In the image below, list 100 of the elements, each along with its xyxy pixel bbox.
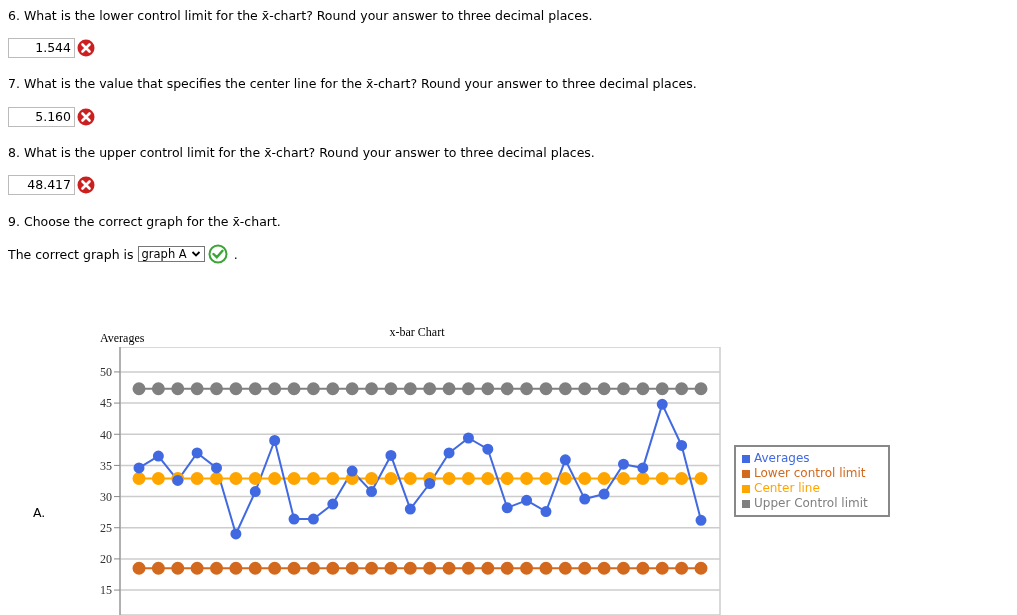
point <box>695 514 707 526</box>
point <box>521 494 533 506</box>
answer-field: 48.417 <box>8 175 75 195</box>
legend-label: Lower control limit <box>753 466 867 481</box>
point <box>384 472 398 486</box>
point <box>287 561 301 575</box>
point <box>365 561 379 575</box>
point <box>597 561 611 575</box>
point <box>191 447 203 459</box>
point <box>268 472 282 486</box>
point <box>404 503 416 515</box>
point <box>616 472 630 486</box>
point <box>482 443 494 455</box>
point <box>248 472 262 486</box>
point <box>675 472 689 486</box>
point <box>132 382 146 396</box>
point <box>559 454 571 466</box>
point <box>558 382 572 396</box>
text: The correct graph is <box>8 246 134 262</box>
point <box>578 382 592 396</box>
y-tick-label: 35 <box>100 458 112 473</box>
y-tick-label: 45 <box>100 396 112 411</box>
point <box>558 561 572 575</box>
point <box>675 561 689 575</box>
point <box>345 561 359 575</box>
point <box>171 382 185 396</box>
point <box>597 472 611 486</box>
point <box>152 450 164 462</box>
y-tick-label: 50 <box>100 365 112 380</box>
point <box>694 472 708 486</box>
point <box>461 561 475 575</box>
point <box>501 502 513 514</box>
point <box>365 382 379 396</box>
point <box>579 493 591 505</box>
point <box>675 382 689 396</box>
point <box>481 382 495 396</box>
point <box>326 561 340 575</box>
point <box>617 458 629 470</box>
point <box>366 486 378 498</box>
dropdown-field: graph A <box>137 246 205 262</box>
y-tick-label: 25 <box>100 521 112 535</box>
text: . <box>233 246 238 262</box>
text: A. <box>33 505 46 520</box>
point <box>210 472 224 486</box>
point <box>442 382 456 396</box>
y-tick-label: 20 <box>100 552 112 567</box>
y-tick-label: 30 <box>100 489 112 504</box>
point <box>151 382 165 396</box>
point <box>346 465 358 477</box>
chart-title: x-bar Chart <box>389 325 445 339</box>
point <box>190 382 204 396</box>
point <box>210 561 224 575</box>
point <box>636 561 650 575</box>
point <box>540 506 552 518</box>
point <box>539 382 553 396</box>
point <box>598 488 610 500</box>
point <box>306 472 320 486</box>
point <box>423 382 437 396</box>
point <box>462 432 474 444</box>
point <box>578 472 592 486</box>
point <box>210 382 224 396</box>
point <box>326 472 340 486</box>
text: 7. What is the value that specifies the center line for the x̄-chart? Round your answer to three decimal places. <box>8 76 697 91</box>
point <box>365 472 379 486</box>
point <box>151 472 165 486</box>
point <box>461 472 475 486</box>
point <box>616 382 630 396</box>
point <box>694 561 708 575</box>
y-tick-label: 40 <box>100 427 112 442</box>
point <box>384 382 398 396</box>
point <box>268 561 282 575</box>
point <box>132 561 146 575</box>
legend-label: Averages <box>753 451 811 466</box>
point <box>443 447 455 459</box>
point <box>656 398 668 410</box>
point <box>229 472 243 486</box>
point <box>211 462 223 474</box>
point <box>616 561 630 575</box>
point <box>578 561 592 575</box>
point <box>306 561 320 575</box>
point <box>248 561 262 575</box>
point <box>345 382 359 396</box>
point <box>248 382 262 396</box>
text: 8. What is the upper control limit for the x̄-chart? Round your answer to three decimal places. <box>8 145 595 160</box>
point <box>558 472 572 486</box>
point <box>500 382 514 396</box>
point <box>655 472 669 486</box>
legend-label: Upper Control limit <box>753 496 869 511</box>
point <box>230 528 242 540</box>
point <box>424 477 436 489</box>
point <box>442 561 456 575</box>
point <box>229 382 243 396</box>
y-axis-title: Averages <box>100 331 145 346</box>
point <box>597 382 611 396</box>
point <box>423 561 437 575</box>
point <box>190 561 204 575</box>
point <box>133 462 145 474</box>
point <box>481 472 495 486</box>
point <box>190 472 204 486</box>
point <box>384 561 398 575</box>
